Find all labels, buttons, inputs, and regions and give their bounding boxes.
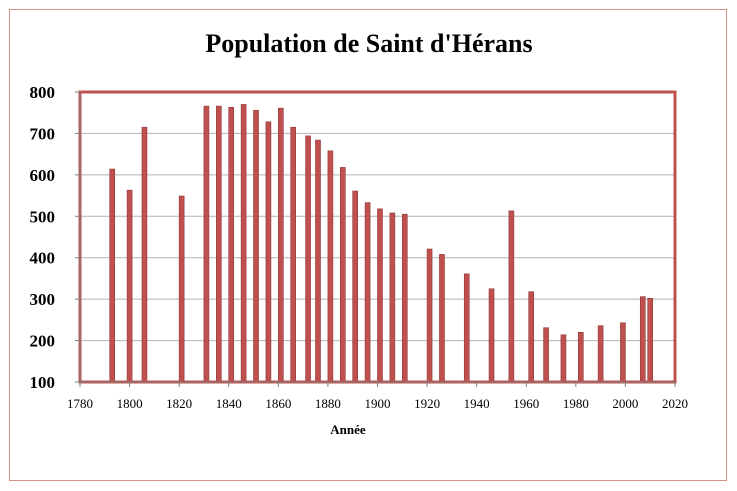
bar-1896: [364, 202, 371, 383]
bar-1901: [377, 208, 383, 383]
x-tick-label-2000: 2000: [612, 396, 638, 411]
bar-1841: [228, 107, 235, 383]
y-axis-ticks: 100 200 300 400 500 600 700 800: [30, 83, 81, 392]
bar-1800: [126, 189, 133, 383]
y-tick-label-400: 400: [30, 249, 56, 268]
bar-1831: [203, 105, 210, 383]
y-tick-label-600: 600: [30, 166, 56, 185]
bar-1876: [315, 139, 321, 383]
bar-1861: [278, 107, 284, 383]
x-tick-label-1980: 1980: [563, 396, 589, 411]
y-tick-label-800: 800: [30, 83, 56, 102]
bar-1886: [339, 167, 346, 383]
bar-1911: [401, 213, 408, 383]
y-tick-label-300: 300: [30, 290, 56, 309]
x-tick-label-1820: 1820: [166, 396, 192, 411]
bar-1982: [577, 331, 584, 383]
x-tick-label-1940: 1940: [464, 396, 490, 411]
bar-2007: [639, 296, 646, 383]
bar-1856: [265, 121, 272, 383]
bar-1954: [508, 210, 515, 383]
bar-1946: [488, 288, 495, 383]
y-tick-label-100: 100: [30, 373, 56, 392]
bar-1926: [439, 254, 445, 383]
bar-1881: [327, 150, 334, 383]
bar-1851: [253, 109, 259, 383]
y-tick-label-500: 500: [30, 207, 56, 226]
x-tick-label-2020: 2020: [662, 396, 688, 411]
bar-1866: [290, 126, 297, 383]
x-axis-ticks: 1780 1800 1820 1840 1860 1880 1900 1920 1940 1960…: [67, 381, 688, 411]
bar-1975: [560, 334, 567, 383]
bar-1872: [305, 135, 311, 383]
x-tick-label-1780: 1780: [67, 396, 93, 411]
bar-1962: [528, 291, 535, 383]
x-tick-label-1920: 1920: [414, 396, 440, 411]
x-axis-label: Année: [330, 422, 366, 437]
bar-1999: [620, 322, 626, 383]
bar-1793: [109, 168, 116, 383]
bar-1921: [426, 248, 433, 383]
x-tick-label-1800: 1800: [117, 396, 143, 411]
x-tick-label-1860: 1860: [265, 396, 291, 411]
bar-1891: [352, 190, 358, 383]
bar-1821: [178, 195, 185, 383]
x-tick-label-1900: 1900: [365, 396, 391, 411]
bar-1846: [240, 104, 247, 383]
x-tick-label-1840: 1840: [216, 396, 242, 411]
bars: [109, 104, 654, 383]
y-tick-label-700: 700: [30, 124, 56, 143]
bar-1990: [597, 325, 604, 383]
bar-1906: [389, 212, 396, 383]
x-tick-label-1880: 1880: [315, 396, 341, 411]
bar-1968: [543, 327, 549, 383]
bar-2010: [647, 298, 654, 383]
chart-title: Population de Saint d'Hérans: [205, 29, 532, 58]
x-tick-label-1960: 1960: [513, 396, 539, 411]
y-tick-label-200: 200: [30, 332, 56, 351]
bar-1936: [463, 273, 470, 383]
bar-1806: [141, 126, 148, 383]
bar-1836: [216, 105, 222, 383]
